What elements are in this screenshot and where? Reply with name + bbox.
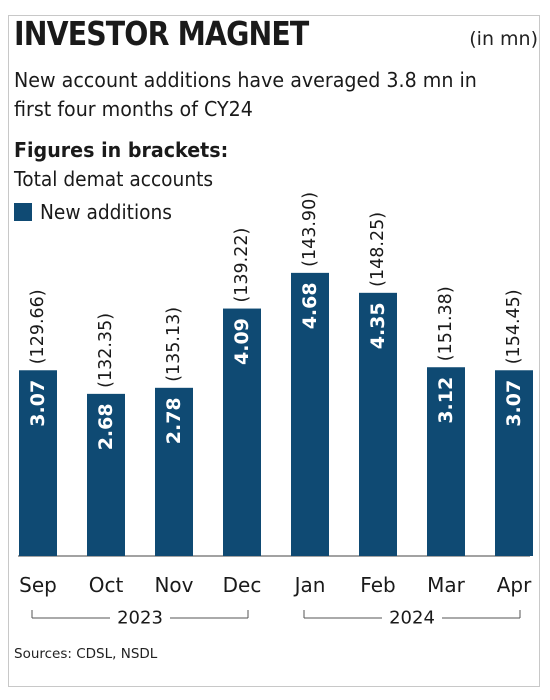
bracket-total-label: (139.22) [232, 228, 252, 303]
bracket-total-label: (135.13) [164, 307, 184, 382]
bar-value-label: 2.68 [95, 403, 117, 450]
chart-frame [8, 15, 540, 687]
bar-value-label: 4.68 [299, 282, 321, 329]
bracket-total-label: (154.45) [504, 289, 524, 364]
bar-value-label: 3.07 [27, 380, 49, 427]
bar-value-label: 3.07 [503, 380, 525, 427]
bracket-total-label: (132.35) [96, 313, 116, 388]
legend-swatch [14, 203, 32, 221]
bar-jan [291, 272, 329, 556]
chart-subtitle: New account additions have averaged 3.8 … [14, 68, 477, 121]
year-label: 2023 [117, 608, 163, 629]
bracket-total-label: (148.25) [368, 212, 388, 287]
bar-value-label: 4.09 [231, 318, 253, 365]
bracket-total-label: (143.90) [300, 192, 320, 267]
legend: New additions [14, 200, 182, 224]
x-tick-label: Oct [89, 573, 124, 597]
x-tick-label: Jan [293, 573, 326, 597]
bar-mar [427, 367, 465, 556]
bar-apr [495, 370, 533, 556]
bracket-note-body: Total demat accounts [14, 167, 214, 191]
bracket-total-label: (129.66) [28, 289, 48, 364]
legend-label: New additions [40, 200, 172, 224]
bar-value-label: 3.12 [435, 377, 457, 424]
x-tick-label: Feb [360, 573, 395, 597]
bar-feb [359, 292, 397, 556]
bar-oct [87, 393, 125, 556]
unit-label: (in mn) [469, 28, 538, 50]
bracket-total-label: (151.38) [436, 286, 456, 361]
x-tick-label: Sep [19, 573, 57, 597]
chart-title: INVESTOR MAGNET [14, 14, 309, 53]
bar-dec [223, 308, 261, 556]
bracket-note-heading: Figures in brackets: [14, 138, 229, 162]
source-note: Sources: CDSL, NSDL [14, 646, 158, 662]
bar-value-label: 2.78 [163, 397, 185, 444]
year-label: 2024 [389, 608, 435, 629]
bar-value-label: 4.35 [367, 302, 389, 349]
bar-sep [19, 370, 57, 556]
x-tick-label: Mar [427, 573, 466, 597]
x-tick-label: Apr [497, 573, 532, 597]
x-tick-label: Nov [154, 573, 193, 597]
x-tick-label: Dec [223, 573, 262, 597]
bar-nov [155, 387, 193, 556]
